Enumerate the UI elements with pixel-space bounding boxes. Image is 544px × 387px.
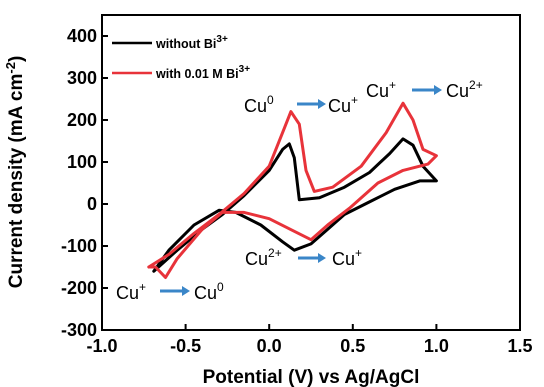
arrow-right-icon [298, 253, 326, 263]
y-tick-label: 400 [67, 26, 97, 46]
y-tick-label: 0 [87, 194, 97, 214]
legend-label-with-bi-sup: 3+ [239, 64, 251, 75]
legend-label-without-bi-sup: 3+ [216, 34, 228, 45]
annotation-cu0-to-cu1: Cu0 Cu+ [244, 93, 358, 116]
legend-label-without-bi: without Bi3+ [155, 34, 228, 51]
annotation-4-to: Cu0 [194, 280, 224, 303]
x-ticks: -1.0 -0.5 0.0 0.5 1.0 1.5 [86, 324, 533, 356]
annotation-2-to: Cu2+ [446, 78, 483, 101]
y-tick-label: 300 [67, 68, 97, 88]
y-axis-title-close: ) [6, 56, 27, 62]
y-axis-title: Current density (mA cm-2) [3, 56, 27, 289]
y-tick-label: 200 [67, 110, 97, 130]
x-axis-title: Potential (V) vs Ag/AgCl [203, 367, 420, 387]
x-tick-label: 1.5 [507, 336, 532, 356]
annotation-cu2-to-cu1: Cu2+ Cu+ [245, 246, 362, 269]
x-tick-label: -1.0 [86, 336, 117, 356]
y-tick-label: -200 [61, 278, 97, 298]
x-tick-label: -0.5 [170, 336, 201, 356]
legend-label-with-bi: with 0.01 M Bi3+ [155, 64, 250, 81]
annotation-3-from: Cu2+ [245, 246, 282, 269]
arrow-right-icon [412, 85, 442, 95]
x-tick-label: 0.0 [257, 336, 282, 356]
annotation-1-from: Cu0 [244, 93, 274, 116]
annotation-4-from: Cu+ [116, 280, 146, 303]
series-line-without-bi [152, 137, 438, 273]
y-ticks: -300 -200 -100 0 100 200 300 400 [61, 26, 108, 340]
annotation-3-to: Cu+ [332, 246, 362, 269]
arrow-right-icon [297, 99, 326, 109]
y-axis-title-sup: -2 [3, 62, 18, 74]
annotation-1-to: Cu+ [328, 93, 358, 116]
y-tick-label: -100 [61, 236, 97, 256]
y-tick-label: -300 [61, 320, 97, 340]
y-tick-label: 100 [67, 152, 97, 172]
x-tick-label: 0.5 [340, 336, 365, 356]
series-layer [147, 101, 438, 279]
series-line-with-bi [147, 101, 438, 279]
plot-frame [101, 14, 521, 331]
legend: without Bi3+ with 0.01 M Bi3+ [112, 34, 250, 81]
annotation-cu1-to-cu2: Cu+ Cu2+ [366, 78, 483, 101]
annotation-cu1-to-cu0: Cu+ Cu0 [116, 280, 224, 303]
annotation-2-from: Cu+ [366, 78, 396, 101]
x-tick-label: 1.0 [424, 336, 449, 356]
arrow-right-icon [160, 286, 190, 296]
